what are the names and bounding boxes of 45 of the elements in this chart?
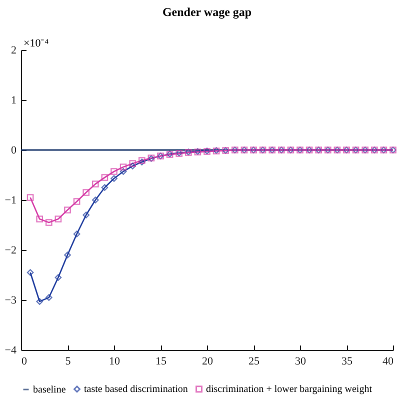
point [101,174,108,181]
legend-label: baseline [33,384,66,396]
point [120,168,127,175]
point [82,212,90,218]
point [92,196,99,204]
x-tick-label: 20 [202,356,214,368]
point [26,269,34,276]
point [54,274,62,281]
point [36,298,44,305]
point [129,162,136,170]
point [26,194,34,201]
point [92,180,99,188]
point [82,189,90,196]
point [73,198,80,205]
x-tick-label: 35 [342,356,353,368]
point [64,206,71,214]
point [110,168,118,175]
y-tick-label: −4 [4,344,17,356]
point [36,216,44,222]
x-tick-label: 40 [382,356,394,368]
y-tick-label: −1 [4,194,16,206]
point [54,216,62,222]
point [73,230,80,238]
y-tick-label: 1 [11,94,16,106]
legend-label: taste based discrimination [84,384,188,396]
point [64,252,71,258]
y-tick-label: −2 [4,244,16,256]
legend-label: discrimination + lower bargaining weight [206,384,372,396]
y-tick-label: 0 [11,144,17,156]
y-axis-title: ×10⁻⁴ [24,38,49,50]
x-tick-label: 30 [295,356,306,368]
point [120,164,127,170]
x-tick-label: 0 [22,356,28,368]
point [129,160,136,167]
point [101,184,108,191]
x-tick-label: 15 [156,356,167,368]
chart-title: Gender wage gap [162,5,252,19]
point [45,294,52,301]
x-tick-label: 10 [109,356,120,368]
point [110,175,118,182]
y-tick-label: −3 [4,294,17,306]
y-tick-label: 2 [11,44,16,56]
point [45,219,52,226]
x-tick-label: 25 [248,356,260,368]
x-tick-label: 5 [65,356,72,368]
